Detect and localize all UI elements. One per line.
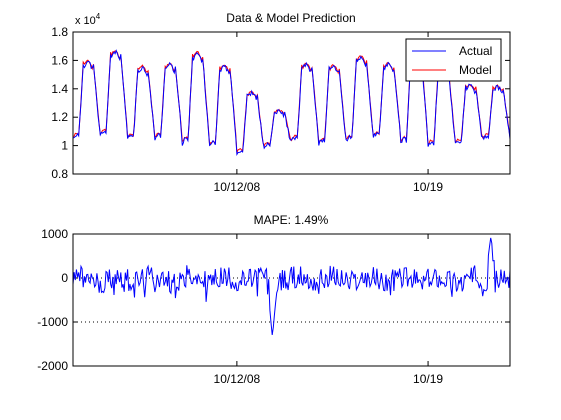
series-line-residual — [72, 237, 511, 335]
bottom-chart-title: MAPE: 1.49% — [254, 213, 329, 227]
top-y-tick-label: 1.6 — [51, 53, 68, 67]
bottom-y-tick-label: 1000 — [41, 227, 68, 241]
bottom-x-tick-label: 10/12/08 — [214, 372, 261, 386]
bottom-y-tick-label: -2000 — [37, 359, 68, 373]
top-axes-box — [72, 31, 511, 175]
bottom-y-tick-label: -1000 — [37, 315, 68, 329]
bottom-chart-panel: -2000 -1000 0 1000 10/12/08 10/19 MAPE: 1.49% — [37, 213, 511, 386]
top-y-tick-label: 1 — [61, 139, 68, 153]
top-x-tick-label: 10/19 — [413, 180, 443, 194]
bottom-y-tick-label: 0 — [61, 271, 68, 285]
bottom-axes-box — [72, 233, 511, 367]
bottom-x-tick-label: 10/19 — [413, 372, 443, 386]
top-y-tick-label: 0.8 — [51, 167, 68, 181]
legend-label-actual: Actual — [459, 44, 492, 58]
top-y-tick-label: 1.4 — [51, 82, 68, 96]
top-y-tick-label: 1.2 — [51, 110, 68, 124]
bottom-plot-area — [73, 234, 510, 366]
top-chart-panel: 0.8 1 1.2 1.4 1.6 1.8 10/12/08 10/19 Data & Mod… — [51, 11, 511, 194]
y-multiplier-label: x 104 — [75, 12, 101, 27]
top-y-tick-label: 1.8 — [51, 25, 68, 39]
legend: Actual Model — [405, 38, 502, 82]
series-line-actual — [72, 45, 511, 157]
top-chart-title: Data & Model Prediction — [226, 11, 355, 25]
legend-box — [405, 38, 502, 82]
legend-label-model: Model — [459, 63, 492, 77]
top-x-tick-label: 10/12/08 — [214, 180, 261, 194]
